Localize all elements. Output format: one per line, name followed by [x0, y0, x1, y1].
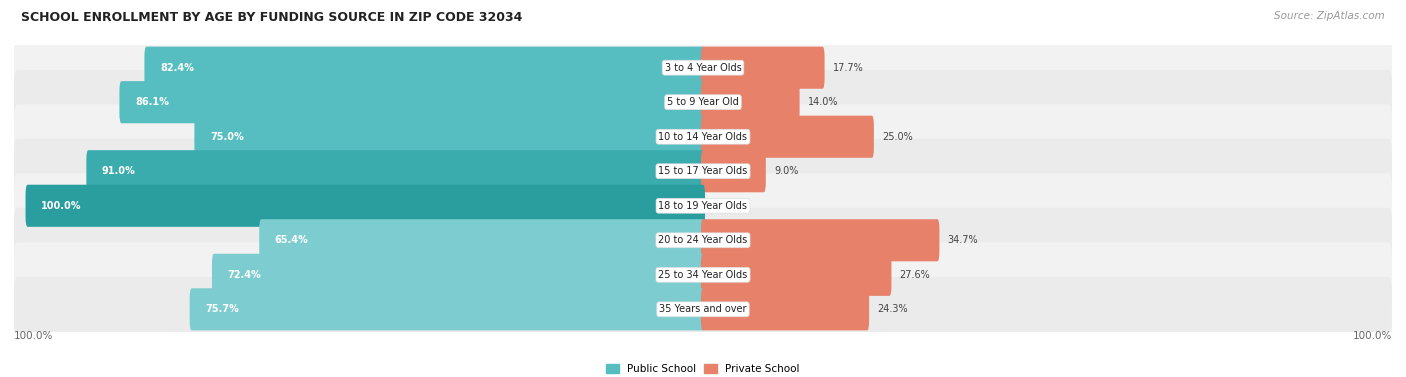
Text: 27.6%: 27.6% [900, 270, 931, 280]
FancyBboxPatch shape [702, 219, 939, 261]
Text: 75.7%: 75.7% [205, 304, 239, 314]
Text: 17.7%: 17.7% [832, 63, 863, 73]
FancyBboxPatch shape [702, 47, 824, 89]
FancyBboxPatch shape [14, 173, 1392, 238]
Text: 72.4%: 72.4% [228, 270, 262, 280]
Text: 0.0%: 0.0% [713, 201, 738, 211]
FancyBboxPatch shape [14, 139, 1392, 204]
Text: 65.4%: 65.4% [274, 235, 308, 245]
Text: Source: ZipAtlas.com: Source: ZipAtlas.com [1274, 11, 1385, 21]
Text: 24.3%: 24.3% [877, 304, 908, 314]
Text: 75.0%: 75.0% [209, 132, 243, 142]
Text: 82.4%: 82.4% [160, 63, 194, 73]
FancyBboxPatch shape [212, 254, 704, 296]
FancyBboxPatch shape [14, 70, 1392, 135]
Text: 25.0%: 25.0% [882, 132, 912, 142]
Text: SCHOOL ENROLLMENT BY AGE BY FUNDING SOURCE IN ZIP CODE 32034: SCHOOL ENROLLMENT BY AGE BY FUNDING SOUR… [21, 11, 523, 24]
Text: 10 to 14 Year Olds: 10 to 14 Year Olds [658, 132, 748, 142]
Text: 20 to 24 Year Olds: 20 to 24 Year Olds [658, 235, 748, 245]
FancyBboxPatch shape [14, 35, 1392, 100]
Text: 86.1%: 86.1% [135, 97, 169, 107]
FancyBboxPatch shape [145, 47, 704, 89]
FancyBboxPatch shape [25, 185, 704, 227]
Text: 9.0%: 9.0% [773, 166, 799, 176]
FancyBboxPatch shape [86, 150, 704, 192]
Legend: Public School, Private School: Public School, Private School [602, 360, 804, 377]
Text: 5 to 9 Year Old: 5 to 9 Year Old [666, 97, 740, 107]
FancyBboxPatch shape [702, 150, 766, 192]
Text: 15 to 17 Year Olds: 15 to 17 Year Olds [658, 166, 748, 176]
FancyBboxPatch shape [702, 116, 875, 158]
Text: 35 Years and over: 35 Years and over [659, 304, 747, 314]
FancyBboxPatch shape [14, 104, 1392, 169]
Text: 3 to 4 Year Olds: 3 to 4 Year Olds [665, 63, 741, 73]
FancyBboxPatch shape [14, 277, 1392, 342]
Text: 25 to 34 Year Olds: 25 to 34 Year Olds [658, 270, 748, 280]
Text: 14.0%: 14.0% [807, 97, 838, 107]
Text: 34.7%: 34.7% [948, 235, 979, 245]
FancyBboxPatch shape [190, 288, 704, 330]
Text: 100.0%: 100.0% [1353, 331, 1392, 341]
FancyBboxPatch shape [259, 219, 704, 261]
FancyBboxPatch shape [14, 242, 1392, 307]
FancyBboxPatch shape [194, 116, 704, 158]
FancyBboxPatch shape [120, 81, 704, 123]
FancyBboxPatch shape [14, 208, 1392, 273]
Text: 100.0%: 100.0% [14, 331, 53, 341]
Text: 100.0%: 100.0% [41, 201, 82, 211]
Text: 91.0%: 91.0% [101, 166, 135, 176]
FancyBboxPatch shape [702, 81, 800, 123]
FancyBboxPatch shape [702, 254, 891, 296]
FancyBboxPatch shape [702, 288, 869, 330]
Text: 18 to 19 Year Olds: 18 to 19 Year Olds [658, 201, 748, 211]
